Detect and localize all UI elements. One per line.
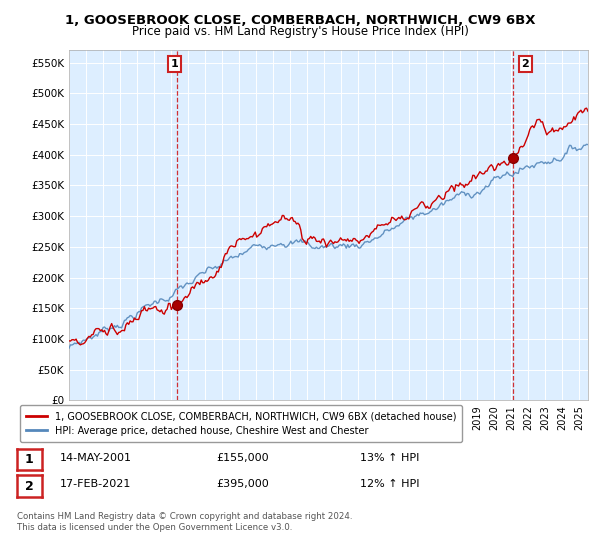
Text: 2: 2 <box>25 479 34 493</box>
Text: 1, GOOSEBROOK CLOSE, COMBERBACH, NORTHWICH, CW9 6BX: 1, GOOSEBROOK CLOSE, COMBERBACH, NORTHWI… <box>65 14 535 27</box>
Text: Price paid vs. HM Land Registry's House Price Index (HPI): Price paid vs. HM Land Registry's House … <box>131 25 469 38</box>
Text: 14-MAY-2001: 14-MAY-2001 <box>60 452 132 463</box>
Text: Contains HM Land Registry data © Crown copyright and database right 2024.
This d: Contains HM Land Registry data © Crown c… <box>17 512 352 532</box>
Text: 2: 2 <box>521 59 529 69</box>
Text: 17-FEB-2021: 17-FEB-2021 <box>60 479 131 489</box>
Text: 1: 1 <box>171 59 179 69</box>
Text: £395,000: £395,000 <box>216 479 269 489</box>
Text: 1: 1 <box>25 452 34 466</box>
Text: 13% ↑ HPI: 13% ↑ HPI <box>360 452 419 463</box>
Text: £155,000: £155,000 <box>216 452 269 463</box>
Legend: 1, GOOSEBROOK CLOSE, COMBERBACH, NORTHWICH, CW9 6BX (detached house), HPI: Avera: 1, GOOSEBROOK CLOSE, COMBERBACH, NORTHWI… <box>20 405 462 442</box>
Text: 12% ↑ HPI: 12% ↑ HPI <box>360 479 419 489</box>
